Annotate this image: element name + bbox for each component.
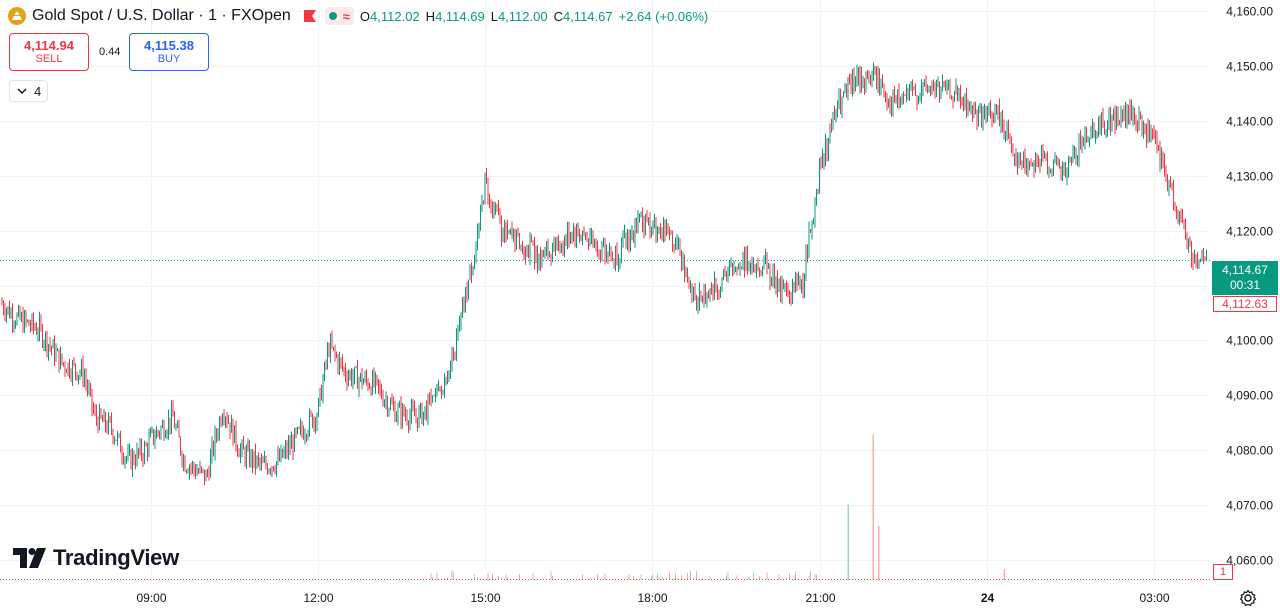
volume-bars xyxy=(430,434,1005,580)
y-tick-label: 4,070.00 xyxy=(1226,499,1273,513)
tradingview-wordmark: TradingView xyxy=(53,545,179,570)
buy-label: BUY xyxy=(157,53,181,65)
bid-price-tag: 4,112.63 xyxy=(1213,296,1277,312)
sell-label: SELL xyxy=(35,53,63,65)
grid-lines xyxy=(0,0,1210,582)
market-status-pill[interactable]: ≈ xyxy=(324,7,354,25)
symbol-title[interactable]: Gold Spot / U.S. Dollar · 1 · FXOpen xyxy=(32,7,291,24)
price-change: +2.64 (+0.06%) xyxy=(618,8,709,24)
y-tick-label: 4,100.00 xyxy=(1226,334,1273,348)
flag-icon[interactable] xyxy=(303,9,317,23)
ohlc-low: L4,112.00 xyxy=(490,8,548,24)
sell-button[interactable]: 4,114.94 SELL xyxy=(9,33,89,71)
spread-value: 0.44 xyxy=(99,46,121,58)
volume-tag: 1 xyxy=(1213,564,1233,580)
volume-spike xyxy=(878,526,880,580)
gold-coin-icon xyxy=(8,7,26,25)
volume-spike xyxy=(1003,569,1005,580)
y-tick-label: 4,090.00 xyxy=(1226,389,1273,403)
chart-header: Gold Spot / U.S. Dollar · 1 · FXOpen ≈ O… xyxy=(8,5,708,27)
x-tick-label: 15:00 xyxy=(470,591,500,605)
y-tick-label: 4,060.00 xyxy=(1226,554,1273,568)
ohlc-close: C4,114.67 xyxy=(553,8,613,24)
indicators-toggle[interactable]: 4 xyxy=(9,80,49,102)
tradingview-branding[interactable]: TradingView xyxy=(13,545,179,571)
y-tick-label: 4,150.00 xyxy=(1226,60,1273,74)
gear-icon[interactable] xyxy=(1238,588,1258,608)
ohlc-high: H4,114.69 xyxy=(425,8,485,24)
chevron-down-icon xyxy=(17,88,27,95)
x-tick-label: 03:00 xyxy=(1139,591,1169,605)
volume-spike xyxy=(872,434,874,580)
y-tick-label: 4,130.00 xyxy=(1226,170,1273,184)
last-price-value: 4,114.67 xyxy=(1222,263,1268,277)
x-tick-label: 09:00 xyxy=(136,591,166,605)
last-price-tag: 4,114.67 00:31 xyxy=(1212,261,1278,295)
candles xyxy=(1,62,1207,485)
y-tick-label: 4,080.00 xyxy=(1226,444,1273,458)
y-tick-label: 4,120.00 xyxy=(1226,225,1273,239)
sell-price: 4,114.94 xyxy=(24,38,74,53)
buy-button[interactable]: 4,115.38 BUY xyxy=(129,33,209,71)
bar-countdown: 00:31 xyxy=(1229,278,1261,292)
market-open-dot-icon xyxy=(328,12,337,20)
x-tick-label: 24 xyxy=(981,591,995,605)
approx-icon: ≈ xyxy=(342,8,350,24)
buy-price: 4,115.38 xyxy=(144,38,194,53)
y-tick-label: 4,140.00 xyxy=(1226,115,1273,129)
x-axis: 09:00 12:00 15:00 18:00 21:00 24 03:00 xyxy=(136,591,1169,605)
volume-spike xyxy=(847,504,849,580)
ohlc-open: O4,112.02 xyxy=(359,8,420,24)
tradingview-logo-icon xyxy=(13,548,46,568)
x-tick-label: 18:00 xyxy=(637,591,667,605)
x-tick-label: 12:00 xyxy=(303,591,333,605)
y-tick-label: 4,160.00 xyxy=(1226,5,1273,19)
x-tick-label: 21:00 xyxy=(805,591,835,605)
indicators-count: 4 xyxy=(34,83,42,99)
